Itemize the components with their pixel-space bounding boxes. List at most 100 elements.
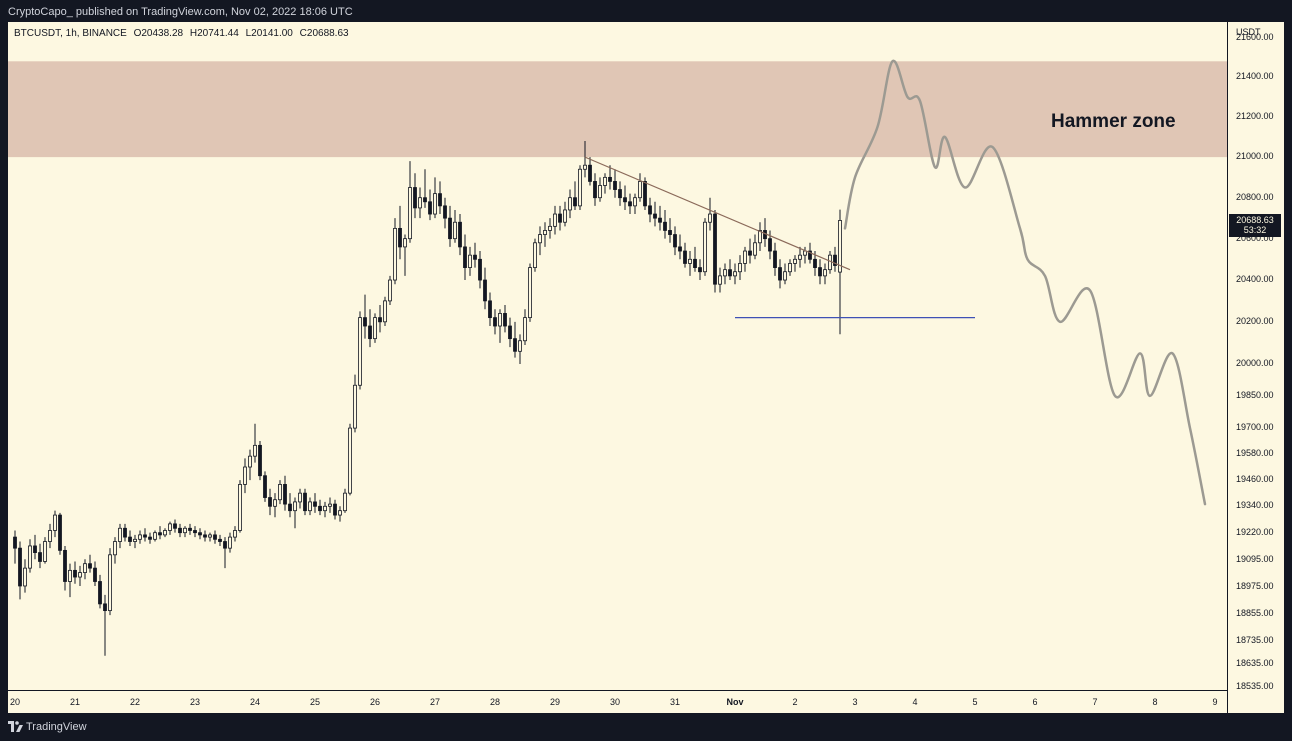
candle xyxy=(198,528,202,540)
candle xyxy=(633,193,637,215)
candle-body-up xyxy=(633,197,637,207)
candle-body-down xyxy=(258,444,262,477)
candle-body-down xyxy=(198,532,202,536)
candle xyxy=(733,263,737,285)
candle-body-down xyxy=(303,492,307,512)
candle-body-up xyxy=(518,340,522,352)
candle-body-down xyxy=(363,317,367,327)
chart-area[interactable]: BTCUSDT, 1h, BINANCE O20438.28 H20741.44… xyxy=(8,22,1284,713)
candle-body-up xyxy=(743,250,747,264)
candle xyxy=(703,218,707,276)
price-tick-label: 20600.00 xyxy=(1236,232,1274,243)
candle xyxy=(648,197,652,223)
candle xyxy=(568,189,572,219)
candle xyxy=(223,537,227,569)
candle xyxy=(518,334,522,365)
plot-area[interactable] xyxy=(8,22,1227,690)
candle xyxy=(133,534,137,549)
candle-body-down xyxy=(88,563,92,569)
candle-body-up xyxy=(68,569,72,582)
candle-body-up xyxy=(568,197,572,211)
candle xyxy=(653,201,657,227)
time-tick-label: 26 xyxy=(369,697,381,707)
price-tick-label: 21000.00 xyxy=(1236,151,1274,162)
candle xyxy=(828,251,832,274)
candle xyxy=(193,526,197,538)
candle xyxy=(343,488,347,513)
candle-body-down xyxy=(473,254,477,260)
candle xyxy=(388,275,392,306)
candle xyxy=(783,263,787,285)
candle xyxy=(318,499,322,516)
candle xyxy=(413,173,417,219)
price-tick-label: 18975.00 xyxy=(1236,581,1274,592)
candle-body-down xyxy=(398,227,402,248)
candle xyxy=(613,169,617,198)
projection-path[interactable] xyxy=(843,59,1207,506)
candle-body-up xyxy=(723,269,727,277)
candle xyxy=(93,561,97,586)
candle-body-up xyxy=(823,269,827,277)
candle-body-down xyxy=(613,181,617,190)
candle xyxy=(188,523,192,535)
candle xyxy=(803,246,807,264)
tradingview-brand[interactable]: TradingView xyxy=(26,721,87,733)
candle-body-up xyxy=(793,258,797,264)
candle xyxy=(123,523,127,542)
price-tick-label: 20400.00 xyxy=(1236,274,1274,285)
candle xyxy=(513,321,517,358)
candle xyxy=(608,165,612,190)
trendline[interactable] xyxy=(584,156,851,271)
candle-body-down xyxy=(623,197,627,203)
time-tick-label: 2 xyxy=(792,697,798,707)
candle-body-up xyxy=(788,263,792,273)
time-tick-label: 25 xyxy=(309,697,321,707)
candle xyxy=(353,374,357,433)
candle xyxy=(758,222,762,252)
candle-body-up xyxy=(348,427,352,494)
price-tick-label: 21200.00 xyxy=(1236,110,1274,121)
symbol-ticker[interactable]: BTCUSDT, 1h, BINANCE xyxy=(14,28,127,39)
candle-body-up xyxy=(233,530,237,538)
candle-body-up xyxy=(168,523,172,531)
candle-body-up xyxy=(838,220,842,273)
candle xyxy=(293,497,297,529)
price-tick-label: 18735.00 xyxy=(1236,635,1274,646)
tradingview-logo-icon[interactable] xyxy=(8,721,23,732)
candle xyxy=(573,181,577,210)
price-axis[interactable]: USDT 21600.00 21400.00 21200.00 21000.00 208… xyxy=(1227,22,1284,713)
candle xyxy=(208,532,212,542)
time-axis[interactable]: 20 21 22 23 24 25 26 27 28 29 30 31 Nov 2 3 4 5 6 7 8 9 xyxy=(8,690,1227,713)
candle xyxy=(468,246,472,276)
candle xyxy=(358,311,362,390)
candle-body-up xyxy=(78,572,82,578)
candle xyxy=(458,214,462,256)
price-tick-label: 19460.00 xyxy=(1236,474,1274,485)
candle-body-down xyxy=(808,250,812,260)
candle xyxy=(683,242,687,268)
candle xyxy=(103,594,107,656)
time-tick-label: 23 xyxy=(189,697,201,707)
candle-body-down xyxy=(713,213,717,285)
candle xyxy=(288,493,292,518)
candle xyxy=(593,173,597,206)
candle xyxy=(508,317,512,348)
candle-body-down xyxy=(768,238,772,252)
candle-body-down xyxy=(148,536,152,540)
candle-body-down xyxy=(203,534,207,538)
candle-body-down xyxy=(463,246,467,268)
footer-bar: TradingView xyxy=(0,713,1292,741)
candle-body-up xyxy=(433,193,437,215)
countdown-timer: 53:32 xyxy=(1243,225,1267,236)
candle xyxy=(658,205,662,231)
candle-body-down xyxy=(818,267,822,277)
candle xyxy=(558,205,562,231)
candle-body-up xyxy=(578,168,582,207)
time-tick-label: 27 xyxy=(429,697,441,707)
ohlc-open: O20438.28 xyxy=(133,28,184,39)
candle xyxy=(233,526,237,542)
candle xyxy=(383,296,387,327)
time-tick-label: 28 xyxy=(489,697,501,707)
zone-label: Hammer zone xyxy=(1051,111,1176,132)
candle xyxy=(158,526,162,540)
